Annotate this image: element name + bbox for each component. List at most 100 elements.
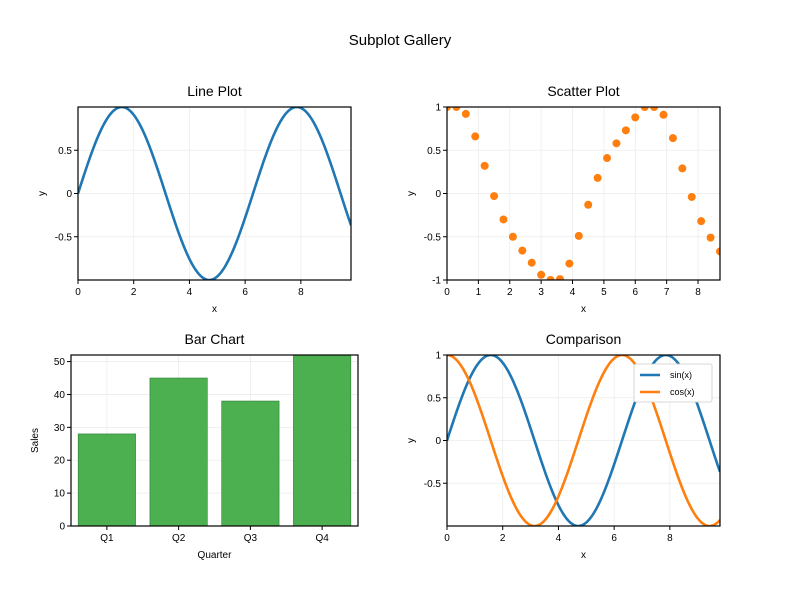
bar-q4 — [293, 354, 352, 527]
subplot-title: Line Plot — [187, 83, 242, 99]
scatter-point — [640, 107, 649, 111]
x-tick-label: 8 — [667, 533, 673, 544]
y-tick-label: -0.5 — [424, 479, 442, 490]
x-tick-label: 4 — [570, 287, 576, 298]
scatter-point — [546, 276, 555, 280]
x-tick-label: Q1 — [100, 533, 114, 544]
x-axis-label: x — [212, 304, 217, 315]
y-tick-label: 0 — [435, 189, 441, 200]
x-tick-label: 0 — [75, 287, 81, 298]
bar-q2 — [149, 377, 208, 527]
y-tick-label: 0 — [435, 436, 441, 447]
y-tick-label: 50 — [54, 357, 66, 368]
y-tick-label: 1 — [435, 103, 441, 114]
y-tick-label: 40 — [54, 390, 66, 401]
scatter-point — [603, 154, 612, 163]
x-tick-label: 1 — [476, 287, 482, 298]
scatter-point — [471, 132, 480, 141]
bar-q1 — [77, 433, 136, 527]
scatter-point — [697, 217, 706, 226]
scatter-point — [687, 192, 696, 201]
scatter-point — [716, 247, 720, 256]
figure-title: Subplot Gallery — [349, 32, 452, 49]
y-tick-label: 0 — [66, 189, 72, 200]
scatter-point — [706, 233, 715, 242]
x-tick-label: 0 — [444, 287, 450, 298]
scatter-point — [650, 107, 659, 111]
legend-label: cos(x) — [670, 387, 695, 397]
x-tick-label: 6 — [242, 287, 248, 298]
series-line-cosx — [447, 355, 720, 526]
scatter-point — [508, 232, 517, 241]
y-tick-label: 1 — [435, 351, 441, 362]
x-tick-label: 2 — [507, 287, 513, 298]
scatter-point — [499, 215, 508, 224]
y-tick-label: -1 — [432, 276, 441, 287]
y-axis-label: Sales — [30, 428, 41, 453]
scatter-point — [678, 164, 687, 173]
x-tick-label: 6 — [611, 533, 617, 544]
bar-q3 — [221, 400, 280, 527]
y-axis-label: y — [37, 191, 48, 196]
scatter-point — [631, 113, 640, 122]
y-tick-label: 0.5 — [427, 146, 441, 157]
x-tick-label: Q3 — [244, 533, 258, 544]
scatter-point — [659, 110, 668, 119]
x-tick-label: 0 — [444, 533, 450, 544]
y-tick-label: 0 — [59, 522, 65, 533]
scatter-point — [537, 270, 546, 279]
x-axis-label: x — [581, 304, 586, 315]
subplot-1: Line Plot 0 2 4 6 8 -0.5 0 0.5 x y — [37, 83, 352, 315]
scatter-point — [621, 126, 630, 135]
y-tick-label: 30 — [54, 423, 66, 434]
x-tick-label: 2 — [131, 287, 137, 298]
scatter-point — [612, 139, 621, 148]
y-tick-label: -0.5 — [424, 232, 442, 243]
x-tick-label: 8 — [298, 287, 304, 298]
y-axis-label: y — [406, 438, 417, 443]
scatter-point — [452, 107, 461, 111]
axes-frame — [77, 106, 352, 281]
scatter-point — [668, 134, 677, 143]
y-tick-label: -0.5 — [55, 232, 73, 243]
subplot-3: Bar Chart Q1 Q2 Q3 Q4 0 10 20 30 40 50 Quarter Sales — [30, 331, 359, 561]
subplot-title: Bar Chart — [185, 331, 245, 347]
scatter-point — [555, 275, 564, 280]
axes-frame — [446, 354, 721, 527]
scatter-point — [593, 173, 602, 182]
scatter-point — [565, 259, 574, 268]
scatter-point — [447, 107, 451, 111]
scatter-point — [490, 192, 499, 201]
subplot-2: Scatter Plot 0 1 2 3 4 5 6 7 8 -1 -0.5 0 0.5 1 x y — [406, 83, 721, 315]
subplot-4: Comparison 0 2 4 6 8 sin(x) cos(x) -0.5 0 0.5 1 x y — [406, 331, 721, 561]
axes-frame — [70, 354, 359, 527]
x-tick-label: 8 — [695, 287, 701, 298]
y-tick-label: 20 — [54, 456, 66, 467]
x-tick-label: 4 — [187, 287, 193, 298]
scatter-point — [574, 231, 583, 240]
y-axis-label: y — [406, 191, 417, 196]
x-tick-label: 5 — [601, 287, 607, 298]
y-tick-label: 10 — [54, 489, 66, 500]
subplot-title: Scatter Plot — [547, 83, 619, 99]
x-tick-label: Q4 — [315, 533, 329, 544]
scatter-point — [461, 109, 470, 118]
legend: sin(x) cos(x) — [633, 363, 713, 403]
scatter-point — [480, 161, 489, 170]
scatter-point — [584, 200, 593, 209]
axes-frame — [446, 106, 721, 281]
y-tick-label: 0.5 — [427, 393, 441, 404]
x-axis-label: x — [581, 550, 586, 561]
x-tick-label: 2 — [500, 533, 506, 544]
x-tick-label: 6 — [632, 287, 638, 298]
x-tick-label: Q2 — [172, 533, 186, 544]
scatter-point — [527, 258, 536, 267]
x-tick-label: 3 — [538, 287, 544, 298]
x-tick-label: 7 — [664, 287, 670, 298]
x-tick-label: 4 — [556, 533, 562, 544]
scatter-point — [518, 246, 527, 255]
y-tick-label: 0.5 — [58, 146, 72, 157]
subplot-title: Comparison — [546, 331, 621, 347]
